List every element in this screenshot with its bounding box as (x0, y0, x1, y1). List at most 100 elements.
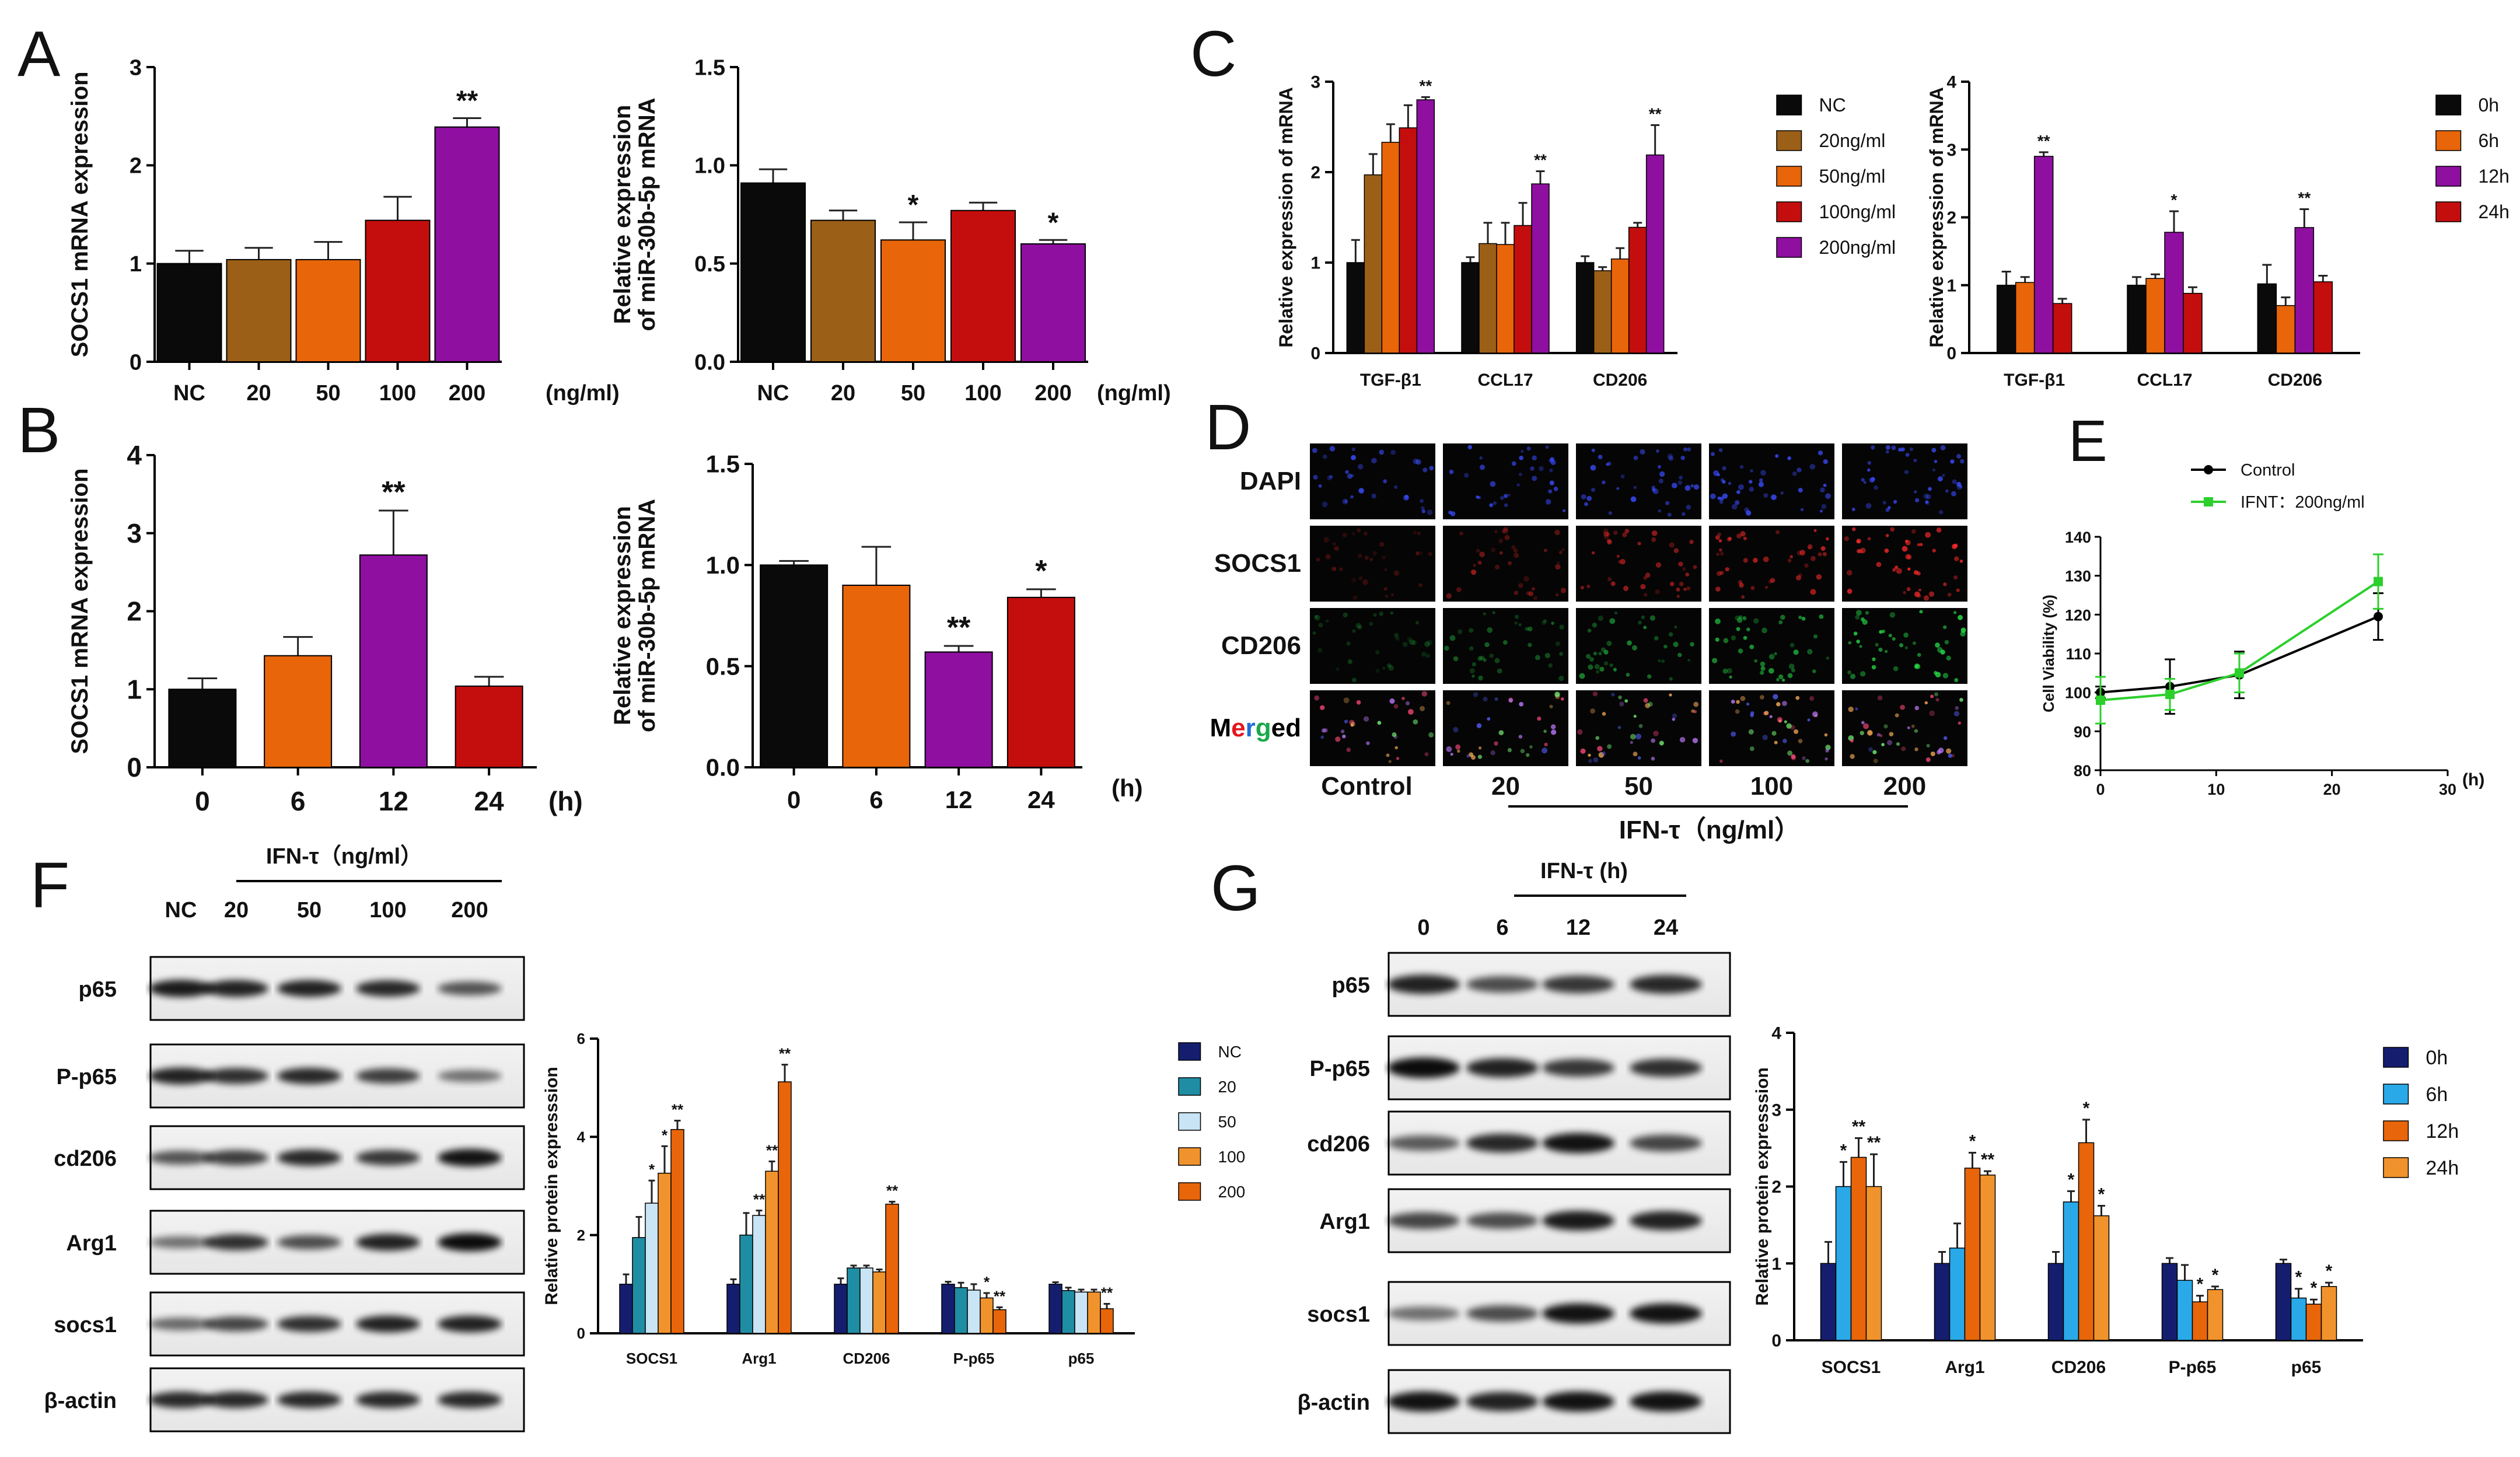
cell-dot (1943, 736, 1948, 740)
significance-mark: * (908, 190, 919, 221)
cell-dot (1818, 450, 1823, 456)
cell-dot (1950, 459, 1955, 464)
x-tick-label: 200 (1034, 381, 1071, 406)
cell-dot (1769, 715, 1773, 718)
cell-dot (1390, 593, 1394, 596)
cell-dot (1677, 652, 1682, 658)
cell-dot (1593, 757, 1599, 763)
cell-dot (1603, 531, 1609, 537)
cell-dot (1537, 717, 1542, 721)
cell-dot (1382, 666, 1386, 670)
bar-p65-6h (2290, 1297, 2307, 1341)
cell-dot (1352, 595, 1358, 600)
cell-dot (1386, 663, 1392, 668)
cell-dot (1364, 532, 1368, 536)
cell-dot (1607, 462, 1612, 466)
panel-label-d: D (1205, 392, 1251, 463)
cell-dot (1477, 496, 1481, 499)
cell-dot (1456, 587, 1462, 592)
blot-band (1387, 1306, 1460, 1320)
cell-dot (1444, 645, 1449, 651)
data-point (2374, 612, 2383, 621)
y-tick-label: 1 (1310, 254, 1320, 273)
bar-SOCS1-200 (670, 1128, 684, 1334)
legend-label: 0h (2479, 95, 2500, 116)
cell-dot (1926, 743, 1930, 748)
cell-dot (1781, 678, 1785, 682)
y-axis-label-line: of miR-30b-5p mRNA (634, 499, 660, 732)
cell-dot (1857, 548, 1861, 554)
cell-dot (1853, 631, 1858, 636)
cell-dot (1791, 754, 1796, 759)
significance-mark: * (2311, 1278, 2318, 1298)
cell-dot (1609, 663, 1613, 668)
cell-dot (1907, 726, 1910, 729)
bar-TGF-β1-200ng/ml (1416, 99, 1435, 354)
cell-dot (1888, 506, 1891, 509)
blot-band (356, 1315, 420, 1333)
cell-dot (1850, 739, 1854, 743)
cell-dot (1953, 611, 1957, 614)
cell-dot (1388, 760, 1392, 763)
y-tick-label: 4 (1946, 73, 1956, 92)
blot-band (1630, 1058, 1702, 1077)
cell-dot (1530, 466, 1535, 471)
bar-CD206-50 (859, 1267, 873, 1334)
cell-dot (1351, 532, 1356, 536)
cell-dot (1863, 723, 1869, 729)
cell-dot (1932, 548, 1936, 553)
bar-Arg1-50 (752, 1215, 766, 1334)
cell-dot (1618, 695, 1622, 700)
blot-band (1387, 1057, 1460, 1078)
cell-dot (1820, 546, 1826, 551)
cell-dot (1691, 709, 1695, 713)
cell-dot (1316, 557, 1320, 562)
bar-SOCS1-0h (1820, 1263, 1837, 1341)
cell-dot (1490, 481, 1496, 487)
cell-dot (1900, 704, 1905, 710)
cell-dot (1717, 473, 1720, 477)
cell-dot (1595, 736, 1600, 740)
y-tick-label: 1 (130, 252, 142, 277)
cell-dot (1874, 485, 1878, 490)
cell-dot (1580, 585, 1585, 590)
y-axis-label-line: Relative expression (610, 506, 635, 725)
lane-label: 200 (451, 898, 488, 923)
cell-dot (1504, 503, 1508, 508)
cell-dot (1855, 610, 1862, 616)
cell-dot (1879, 630, 1883, 634)
y-tick-label: 1 (127, 674, 142, 704)
cell-dot (1544, 742, 1548, 747)
cell-dot (1658, 465, 1662, 469)
legend-label: 24h (2426, 1157, 2459, 1179)
cell-dot (1680, 456, 1685, 460)
legend-label: 12h (2479, 166, 2509, 187)
cell-dot (1597, 746, 1603, 752)
cell-dot (1346, 747, 1351, 752)
bar-CCL17-12h (2164, 232, 2184, 354)
chart-e-cell-viability: 80 90 100 110 120 130 140 0 10 20 30 (h) Cell Viabil… (2040, 461, 2484, 798)
bar-TGF-β1-100ng/ml (1399, 127, 1418, 354)
cell-dot (1796, 550, 1802, 556)
cell-dot (1394, 746, 1398, 750)
significance-mark: ** (456, 86, 478, 117)
cell-dot (1392, 732, 1397, 738)
cell-dot (1953, 575, 1958, 580)
cell-dot (1914, 490, 1917, 494)
cell-dot (1795, 696, 1800, 700)
y-tick-label: 2 (1310, 163, 1320, 183)
cell-dot (1411, 640, 1417, 645)
cell-dot (1640, 584, 1646, 590)
cell-dot (1884, 548, 1889, 553)
cell-dot (1498, 538, 1504, 543)
y-tick-label: 0 (1771, 1332, 1781, 1351)
cell-dot (1958, 721, 1961, 725)
cell-dot (1726, 668, 1732, 674)
cell-dot (1327, 475, 1333, 481)
panel-label-a: A (18, 18, 61, 90)
cell-dot (1936, 527, 1942, 533)
cell-dot (1904, 646, 1908, 649)
significance-mark: * (2098, 1185, 2105, 1204)
cell-dot (1502, 640, 1508, 645)
panel-label-g: G (1211, 852, 1261, 924)
